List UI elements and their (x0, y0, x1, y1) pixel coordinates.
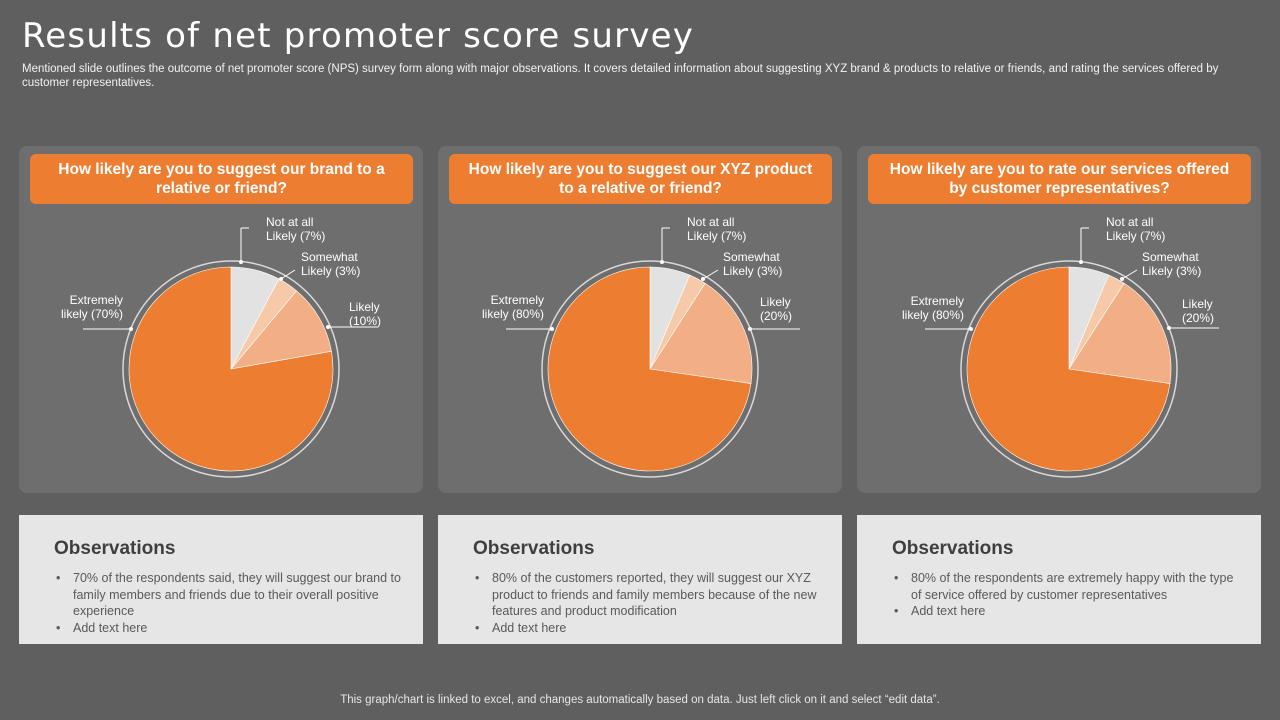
leader-line (280, 269, 296, 280)
survey-panel-service: How likely are you to rate our services … (857, 146, 1261, 493)
label-likely: Likely (10%) (349, 300, 382, 328)
observation-item: 70% of the respondents said, they will s… (54, 570, 404, 620)
label-somewhat: Somewhat Likely (3%) (1142, 250, 1202, 278)
label-not-at-all: Not at all Likely (7%) (1106, 215, 1166, 243)
observations-list: 70% of the respondents said, they will s… (54, 570, 404, 636)
survey-panel-brand: How likely are you to suggest our brand … (19, 146, 423, 493)
pie-slice-likely (649, 282, 753, 384)
leader-dot (239, 260, 243, 264)
leader-dot (701, 277, 705, 281)
leader-dot (1120, 277, 1124, 281)
observation-item: Add text here (54, 620, 404, 637)
pie-slice-extremely (128, 266, 334, 472)
observation-item: Add text here (892, 603, 1242, 620)
leader-dot (279, 277, 283, 281)
pie-chart-brand[interactable] (19, 146, 423, 493)
label-likely: Likely (20%) (1182, 297, 1215, 325)
label-extremely: Extremely likely (70%) (60, 293, 123, 321)
label-not-at-all: Not at all Likely (7%) (687, 215, 747, 243)
leader-dot (1079, 260, 1083, 264)
label-likely: Likely (20%) (760, 295, 793, 323)
leader-dot (660, 260, 664, 264)
leader-dot (1167, 326, 1171, 330)
observations-list: 80% of the respondents are extremely hap… (892, 570, 1242, 620)
pie-slice-likely (230, 290, 332, 370)
question-box: How likely are you to rate our services … (868, 154, 1251, 204)
question-box: How likely are you to suggest our brand … (30, 154, 413, 204)
pie-outer-ring (541, 260, 759, 478)
page-subtitle: Mentioned slide outlines the outcome of … (22, 63, 1219, 89)
leader-dot (550, 327, 554, 331)
leader-line (1121, 269, 1138, 280)
observation-item: 80% of the customers reported, they will… (473, 570, 823, 620)
label-extremely: Extremely likely (80%) (901, 294, 964, 322)
observations-title: Observations (892, 538, 1014, 559)
observations-title: Observations (473, 538, 595, 559)
question-box: How likely are you to suggest our XYZ pr… (449, 154, 832, 204)
leader-dot (129, 327, 133, 331)
observation-item: Add text here (473, 620, 823, 637)
page-title: Results of net promoter score survey (22, 16, 695, 56)
pie-outer-ring (960, 260, 1178, 478)
label-somewhat: Somewhat Likely (3%) (723, 250, 783, 278)
pie-outer-ring (122, 260, 340, 478)
observations-title: Observations (54, 538, 176, 559)
leader-dot (326, 325, 330, 329)
pie-slice-extremely (966, 266, 1171, 472)
observations-list: 80% of the customers reported, they will… (473, 570, 823, 636)
leader-dot (748, 327, 752, 331)
observation-item: 80% of the respondents are extremely hap… (892, 570, 1242, 603)
footer-note: This graph/chart is linked to excel, and… (340, 694, 940, 706)
pie-slice-likely (1068, 282, 1172, 384)
label-somewhat: Somewhat Likely (3%) (301, 250, 361, 278)
survey-panel-product: How likely are you to suggest our XYZ pr… (438, 146, 842, 493)
observations-card-service: Observations 80% of the respondents are … (857, 515, 1261, 644)
leader-line (702, 269, 719, 280)
label-not-at-all: Not at all Likely (7%) (266, 215, 326, 243)
label-extremely: Extremely likely (80%) (481, 293, 544, 321)
pie-slice-extremely (547, 266, 752, 472)
pie-chart-service[interactable] (857, 146, 1261, 493)
leader-dot (969, 327, 973, 331)
pie-chart-product[interactable] (438, 146, 842, 493)
observations-card-brand: Observations 70% of the respondents said… (19, 515, 423, 644)
observations-card-product: Observations 80% of the customers report… (438, 515, 842, 644)
